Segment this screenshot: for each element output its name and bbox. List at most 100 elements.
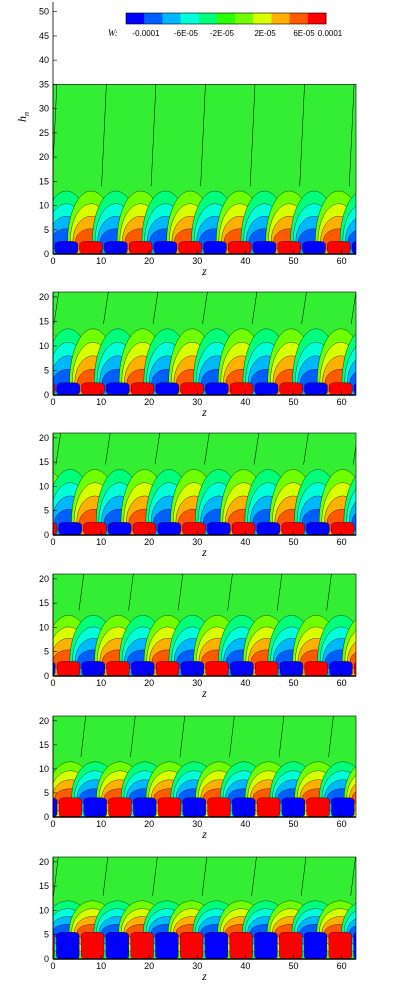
- negative-band: [153, 241, 177, 254]
- contour-dome-level: [367, 204, 407, 280]
- negative-band: [155, 382, 179, 395]
- contour-dome-level: [370, 627, 407, 696]
- contour-dome-level: [374, 924, 405, 940]
- positive-band: [207, 797, 231, 817]
- contour-dome-level: [370, 216, 406, 266]
- positive-band: [157, 797, 182, 817]
- contour-dome-level: [53, 232, 58, 251]
- x-tick-label: 60: [337, 397, 347, 407]
- contour-dome-level: [397, 356, 407, 410]
- contour-dome-level: [394, 342, 407, 423]
- x-tick-label: 60: [337, 819, 347, 829]
- contour-line: [352, 443, 356, 465]
- y-tick-label: 15: [39, 316, 49, 326]
- contour-dome-level: [393, 469, 407, 575]
- x-tick-label: 60: [337, 961, 347, 971]
- contour-dome-level: [400, 650, 407, 673]
- contour-dome-level: [390, 191, 407, 292]
- x-tick-label: 40: [240, 256, 250, 266]
- contour-line: [150, 84, 157, 187]
- contour-line: [349, 84, 355, 187]
- negative-band: [104, 241, 128, 254]
- y-tick-label: 5: [44, 930, 49, 940]
- contour-dome-level: [399, 780, 407, 816]
- positive-band: [356, 798, 379, 817]
- colorbar-tick-label: 2E-05: [254, 29, 276, 38]
- x-axis-label: z: [201, 686, 207, 700]
- contour-dome-level: [369, 909, 407, 956]
- contour-dome-level: [372, 638, 407, 684]
- contour-line: [6, 433, 11, 465]
- negative-band: [53, 797, 58, 817]
- negative-band: [54, 241, 78, 254]
- negative-band: [404, 383, 407, 395]
- negative-band: [58, 522, 82, 535]
- y-axis-label-sub: n: [22, 112, 31, 116]
- panel-6: 0 10 20 30 40 50 60 0 5 10 15 20 z: [39, 856, 407, 983]
- positive-band: [354, 662, 356, 676]
- contour-dome-level: [367, 615, 407, 707]
- positive-band: [83, 522, 107, 535]
- negative-band: [402, 241, 407, 254]
- contour-line: [29, 574, 34, 610]
- negative-band: [281, 797, 305, 817]
- positive-band: [377, 241, 400, 254]
- negative-band: [56, 382, 80, 395]
- contour-dome-level: [365, 191, 407, 292]
- colorbar-swatches: [125, 12, 327, 25]
- contour-dome-level: [375, 650, 406, 673]
- y-tick-label: 20: [39, 433, 49, 443]
- positive-band: [130, 932, 154, 959]
- contour-line: [376, 574, 381, 610]
- contour-dome-level: [395, 216, 407, 266]
- y-tick-label: 15: [39, 740, 49, 750]
- positive-band: [53, 522, 57, 535]
- y-tick-label: 5: [44, 225, 49, 235]
- contour-dome-level: [392, 329, 407, 437]
- negative-band: [304, 382, 328, 395]
- colorbar-tick-label: 6E-05: [293, 29, 315, 38]
- positive-band: [156, 661, 180, 676]
- contour-dome-level: [391, 901, 407, 964]
- x-tick-label: 50: [288, 678, 298, 688]
- contour-line: [299, 84, 305, 187]
- negative-band: [302, 241, 326, 254]
- contour-line: [251, 292, 258, 324]
- contour-dome-level: [366, 901, 407, 964]
- negative-band: [303, 932, 328, 959]
- x-tick-label: 10: [96, 256, 106, 266]
- contour-line: [152, 292, 159, 324]
- contour-line: [403, 433, 407, 465]
- positive-band: [180, 932, 204, 959]
- contour-dome-level: [394, 909, 407, 956]
- y-tick-label: 15: [39, 881, 49, 891]
- contour-dome-level: [392, 615, 407, 707]
- negative-band: [131, 661, 155, 676]
- y-tick-label: 20: [39, 152, 49, 162]
- x-tick-label: 40: [240, 678, 250, 688]
- x-tick-label: 60: [337, 678, 347, 688]
- contour-dome-level: [377, 509, 407, 535]
- contour-dome-level: [377, 789, 407, 807]
- contour-dome-level: [372, 917, 407, 949]
- contour-line: [249, 84, 256, 187]
- x-tick-label: 50: [288, 397, 298, 407]
- x-tick-label: 0: [50, 537, 55, 547]
- contour-dome-level: [394, 627, 407, 696]
- contour-dome-level: [401, 509, 407, 535]
- negative-band: [379, 661, 402, 676]
- contour-dome-level: [375, 369, 406, 396]
- positive-band: [228, 241, 252, 254]
- negative-band: [232, 797, 256, 817]
- contour-line: [53, 857, 59, 896]
- y-tick-label: 15: [39, 457, 49, 467]
- contour-line: [204, 433, 210, 465]
- contour-line: [301, 292, 307, 324]
- x-axis-label: z: [201, 405, 207, 419]
- positive-band: [106, 661, 130, 676]
- panel-3: 0 10 20 30 40 50 60 0 5 10 15 20 z: [6, 432, 407, 575]
- contour-dome-level: [394, 762, 407, 834]
- x-tick-label: 20: [144, 256, 154, 266]
- contour-line: [78, 574, 85, 611]
